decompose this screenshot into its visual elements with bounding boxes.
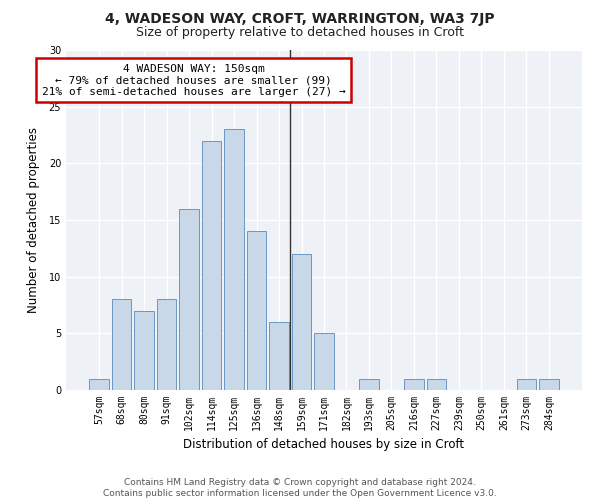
Bar [134, 310, 154, 390]
Bar [247, 232, 266, 390]
Bar [157, 300, 176, 390]
Bar [89, 378, 109, 390]
Bar [179, 208, 199, 390]
Text: 4 WADESON WAY: 150sqm
← 79% of detached houses are smaller (99)
21% of semi-deta: 4 WADESON WAY: 150sqm ← 79% of detached … [41, 64, 346, 97]
Bar [202, 140, 221, 390]
Bar [539, 378, 559, 390]
Bar [517, 378, 536, 390]
Bar [292, 254, 311, 390]
Text: Contains HM Land Registry data © Crown copyright and database right 2024.
Contai: Contains HM Land Registry data © Crown c… [103, 478, 497, 498]
Bar [112, 300, 131, 390]
Y-axis label: Number of detached properties: Number of detached properties [28, 127, 40, 313]
Bar [224, 130, 244, 390]
Bar [359, 378, 379, 390]
Bar [404, 378, 424, 390]
Bar [314, 334, 334, 390]
Bar [427, 378, 446, 390]
Text: Size of property relative to detached houses in Croft: Size of property relative to detached ho… [136, 26, 464, 39]
Bar [269, 322, 289, 390]
X-axis label: Distribution of detached houses by size in Croft: Distribution of detached houses by size … [184, 438, 464, 452]
Text: 4, WADESON WAY, CROFT, WARRINGTON, WA3 7JP: 4, WADESON WAY, CROFT, WARRINGTON, WA3 7… [105, 12, 495, 26]
